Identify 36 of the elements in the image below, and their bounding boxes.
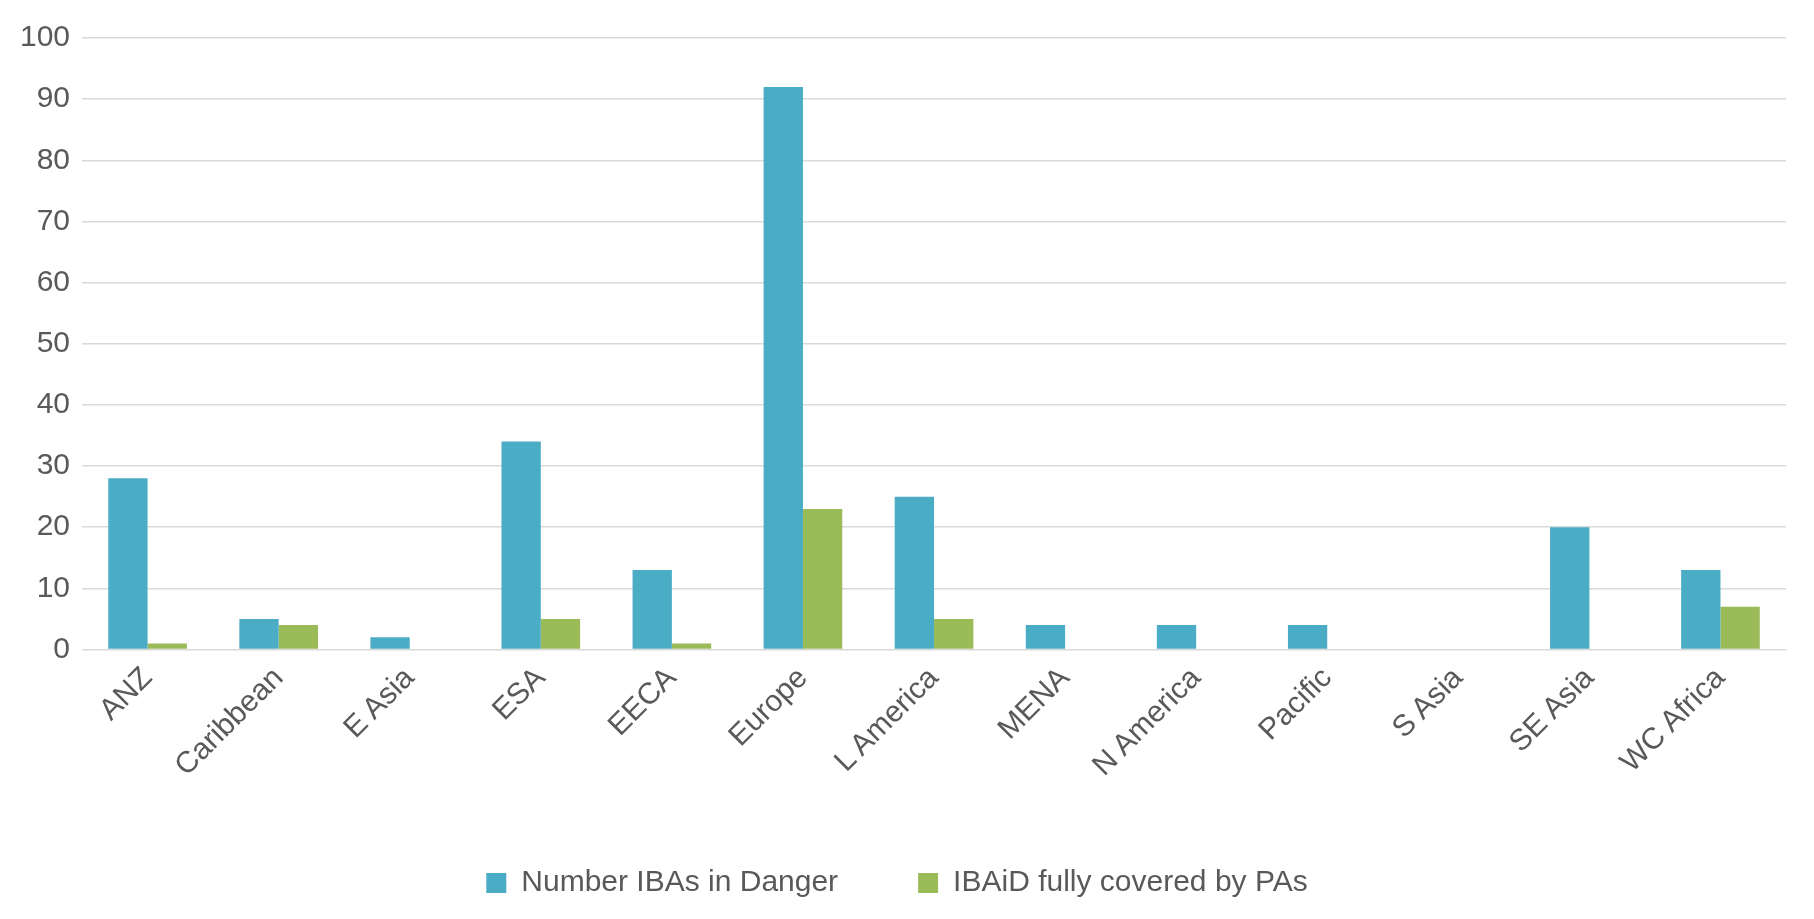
y-tick-label: 40 — [36, 386, 71, 420]
bar — [147, 643, 187, 649]
y-tick-label: 70 — [36, 202, 71, 236]
y-tick-label: 80 — [36, 141, 71, 175]
bar — [934, 618, 974, 649]
y-tick-label: 30 — [36, 447, 71, 481]
bar — [632, 570, 672, 649]
bar — [1156, 625, 1197, 649]
bar — [671, 643, 712, 649]
bar — [1681, 570, 1721, 649]
y-tick-label: 90 — [36, 80, 71, 114]
x-tick-label: SE Asia — [1501, 659, 1600, 758]
x-tick-label: E Asia — [336, 659, 421, 744]
bar — [1287, 625, 1328, 649]
y-tick-label: 100 — [19, 19, 71, 53]
bar — [1550, 527, 1590, 649]
bar — [1720, 606, 1760, 649]
y-tick-label: 10 — [36, 569, 71, 603]
bar — [239, 618, 279, 649]
y-tick-label: 50 — [36, 325, 71, 359]
legend-label: IBAiD fully covered by PAs — [953, 864, 1308, 898]
y-tick-label: 20 — [36, 508, 71, 542]
bar — [894, 496, 935, 649]
bar — [763, 86, 803, 649]
bar — [540, 618, 581, 649]
bar — [370, 637, 410, 649]
legend-label: Number IBAs in Danger — [521, 864, 839, 898]
x-tick-label: ESA — [485, 660, 551, 726]
bar — [278, 625, 318, 649]
x-tick-label: S Asia — [1384, 659, 1469, 744]
y-tick-label: 0 — [53, 630, 71, 664]
bar — [802, 508, 843, 649]
bar — [501, 441, 541, 649]
bar — [108, 478, 148, 649]
y-tick-label: 60 — [36, 263, 71, 297]
bar — [1025, 625, 1066, 649]
